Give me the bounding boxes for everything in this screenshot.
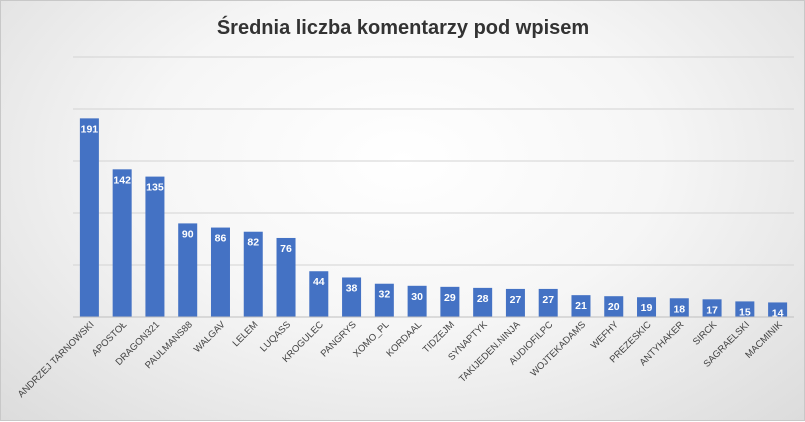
bar-value-label: 29 xyxy=(444,292,456,304)
bar-value-label: 191 xyxy=(81,123,99,135)
bar xyxy=(768,302,788,317)
bar xyxy=(407,285,427,317)
bar xyxy=(342,277,362,317)
bar xyxy=(473,287,493,317)
category-label: TAKIJEDEN.NINJA xyxy=(457,319,523,385)
bar xyxy=(79,118,99,317)
bar-value-label: 90 xyxy=(182,228,194,240)
bar xyxy=(309,271,329,317)
category-label: WALGAV xyxy=(192,319,228,355)
chart-title: Średnia liczba komentarzy pod wpisem xyxy=(217,15,589,39)
bar xyxy=(702,299,722,317)
bar xyxy=(571,295,591,317)
bar xyxy=(440,286,460,317)
bar xyxy=(210,227,230,317)
bar-value-label: 82 xyxy=(247,237,259,249)
bar xyxy=(276,237,296,317)
category-label: KORDAAL xyxy=(384,319,424,359)
bar xyxy=(112,169,132,317)
bar xyxy=(243,231,263,317)
bar xyxy=(374,283,394,317)
data-labels: 191 142 135 90 86 82 76 44 38 32 30 29 28 27 27 21 20 19 1… xyxy=(81,123,784,319)
bar xyxy=(669,298,689,317)
bar xyxy=(145,176,165,317)
bar xyxy=(178,223,198,317)
bar-value-label: 20 xyxy=(608,301,620,313)
bar xyxy=(505,288,525,317)
bar-value-label: 27 xyxy=(510,294,522,306)
bar-value-label: 86 xyxy=(215,233,227,245)
bar xyxy=(637,297,657,317)
bar-value-label: 32 xyxy=(378,289,390,301)
bar-value-label: 15 xyxy=(739,306,751,318)
bar-value-label: 21 xyxy=(575,300,587,312)
bar-value-label: 76 xyxy=(280,243,292,255)
bar xyxy=(735,301,755,317)
bar-value-label: 142 xyxy=(113,174,131,186)
bar-value-label: 28 xyxy=(477,293,489,305)
bar xyxy=(538,288,558,317)
bar-value-label: 18 xyxy=(673,303,685,315)
bar-value-label: 19 xyxy=(641,302,653,314)
bar-value-label: 30 xyxy=(411,291,423,303)
bar-value-label: 135 xyxy=(146,182,164,194)
bar-value-label: 17 xyxy=(706,304,718,316)
category-label: SIRCK xyxy=(691,319,720,348)
bar-value-label: 14 xyxy=(772,307,784,319)
bar xyxy=(604,296,624,317)
category-label: LELEM xyxy=(231,319,261,349)
bar-value-label: 38 xyxy=(346,282,358,294)
category-label: ANDRZEJ TARNOWSKI xyxy=(16,319,97,400)
bars xyxy=(79,118,788,317)
bar-value-label: 27 xyxy=(542,294,554,306)
category-label: WEFHY xyxy=(589,319,622,352)
category-labels: ANDRZEJ TARNOWSKIAPOSTOŁDRAGON321PAULMAN… xyxy=(16,319,785,400)
bar-value-label: 44 xyxy=(313,276,325,288)
